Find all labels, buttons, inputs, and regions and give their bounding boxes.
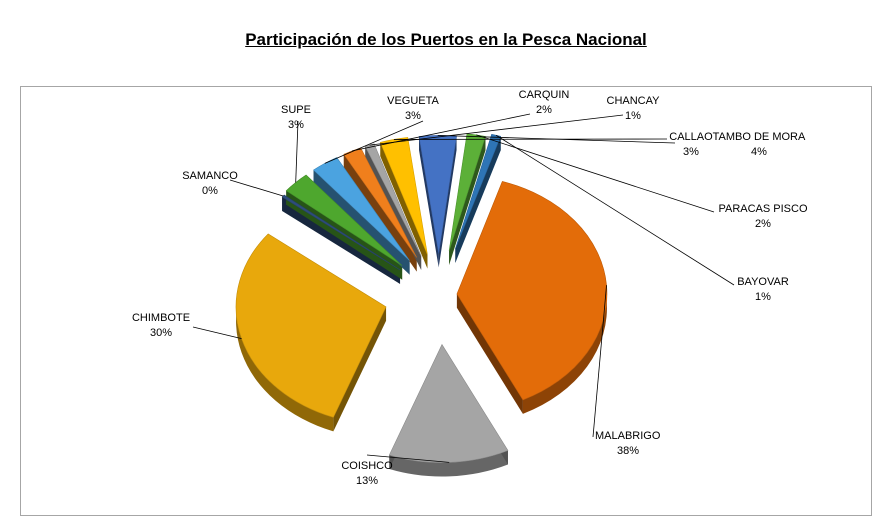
callout-line	[229, 179, 284, 197]
slice-samanco	[281, 194, 401, 271]
callout-line	[324, 120, 424, 164]
slice-bayovar	[455, 133, 502, 249]
slice-label: CHIMBOTE	[132, 312, 190, 324]
slice-wall-b	[456, 293, 523, 414]
callout-line	[592, 285, 607, 438]
slice-percent: 1%	[625, 110, 641, 122]
callout-lines	[192, 113, 735, 463]
slice-coishco	[388, 343, 509, 463]
slice-percent: 13%	[356, 475, 378, 487]
chart-area: MALABRIGO 38% COISHCO 13% CHIMBOTE 30% SAMANCO…	[20, 86, 872, 516]
slice-wall-b	[449, 136, 486, 265]
pie-chart: MALABRIGO 38% COISHCO 13% CHIMBOTE 30% SAMANCO…	[132, 89, 808, 487]
slice-label: TAMBO DE MORA	[713, 131, 806, 143]
slice-wall-a	[313, 170, 410, 275]
chart-title: Participación de los Puertos en la Pesca…	[245, 30, 647, 49]
slice-percent: 2%	[755, 218, 771, 230]
slice-percent: 1%	[755, 291, 771, 303]
slice-label: CALLAO	[669, 131, 713, 143]
callout-line	[352, 113, 531, 152]
slice-wall-a	[380, 142, 428, 269]
callout-line	[495, 134, 735, 286]
slice-tambo-de-mora	[418, 135, 457, 254]
slice-percent: 0%	[202, 185, 218, 197]
slice-label: BAYOVAR	[737, 276, 789, 288]
slice-percent: 3%	[288, 119, 304, 131]
slice-label: CHANCAY	[607, 95, 661, 107]
slice-label: PARACAS PISCO	[718, 203, 807, 215]
slice-wall-b	[455, 136, 501, 263]
slice-wall-a	[419, 136, 439, 268]
slice-label: MALABRIGO	[595, 430, 661, 442]
slice-side-coishco	[389, 450, 508, 477]
slice-wall-b	[438, 136, 457, 268]
callout-line	[437, 135, 676, 144]
callout-line	[369, 114, 624, 146]
slice-percent: 3%	[683, 146, 699, 158]
callout-labels: MALABRIGO 38% COISHCO 13% CHIMBOTE 30% SAMANCO…	[132, 89, 808, 487]
callout-line	[366, 454, 450, 463]
slice-percent: 2%	[536, 104, 552, 116]
slice-percent: 30%	[150, 327, 172, 339]
slice-label: SAMANCO	[182, 170, 238, 182]
slice-percent: 38%	[617, 445, 639, 457]
slice-wall-a	[333, 306, 387, 432]
slice-percent: 4%	[751, 146, 767, 158]
pie-top-layer	[235, 133, 608, 463]
slice-side-chimbote	[236, 233, 334, 432]
slice-label: COISHCO	[341, 460, 393, 472]
slice-chimbote	[235, 233, 387, 418]
callout-line	[192, 326, 242, 340]
slice-label: CARQUIN	[519, 89, 570, 101]
callout-line	[295, 120, 299, 183]
slice-label: VEGUETA	[387, 95, 439, 107]
slice-label: SUPE	[281, 104, 311, 116]
slice-percent: 3%	[405, 110, 421, 122]
slice-wall-a	[343, 154, 417, 272]
